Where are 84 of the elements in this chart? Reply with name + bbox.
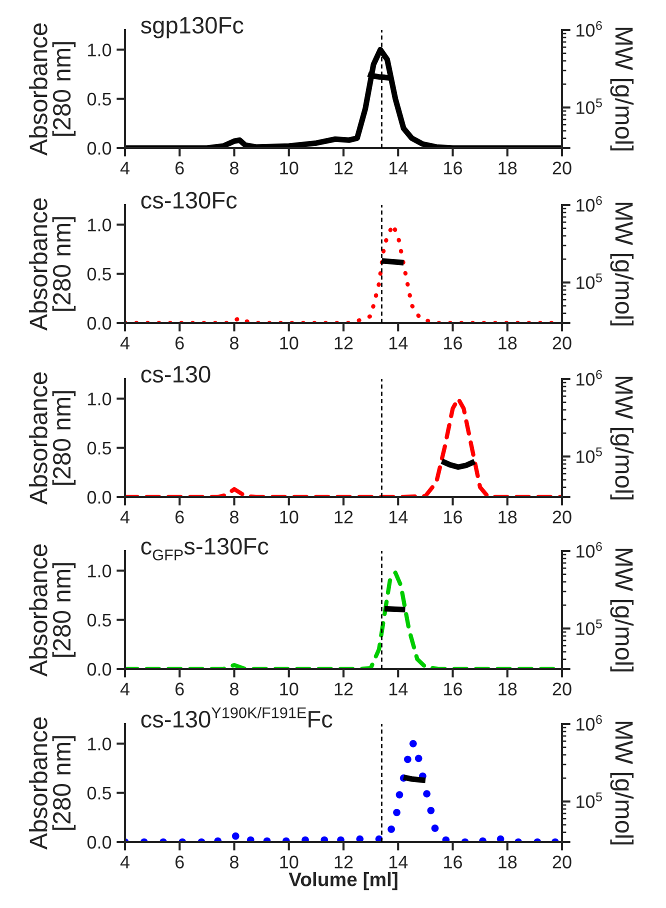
- x-tick-label: 8: [230, 162, 238, 174]
- y-tick-label: 0.5: [87, 92, 112, 106]
- x-tick-label: 20: [552, 162, 572, 174]
- x-tick-label: 6: [176, 336, 184, 350]
- y-tick-label: 1.0: [88, 44, 112, 56]
- x-tick-label: 20: [552, 682, 572, 696]
- y2-tick-label: 10$^{5}$: [576, 274, 602, 290]
- x-tick-label: 14: [389, 336, 408, 350]
- x-tick-label: 14: [389, 510, 408, 524]
- y-axis-title: Absorbance [280 nm]: [28, 23, 76, 156]
- x-tick-label: 8: [230, 682, 238, 696]
- x-tick-label: 6: [176, 856, 184, 868]
- y2-axis-title: MW [g/mol]: [610, 548, 634, 672]
- x-tick-label: 4: [120, 682, 130, 696]
- x-tick-label: 4: [120, 162, 130, 174]
- x-tick-label: 12: [334, 162, 353, 174]
- y2-tick-label: 10$^{5}$: [576, 792, 602, 808]
- x-tick-label: 6: [176, 682, 184, 696]
- x-tick-label: 18: [498, 510, 517, 524]
- x-axis-title: Volume [ml]: [288, 872, 398, 890]
- y-axis-title: Absorbance [280 nm]: [28, 372, 76, 505]
- x-tick-label: 16: [444, 510, 462, 524]
- y-tick-label: 0.0: [87, 662, 112, 676]
- y2-axis-title: MW [g/mol]: [610, 722, 634, 844]
- x-tick-label: 6: [176, 510, 184, 524]
- x-tick-label: 10: [280, 856, 298, 868]
- x-tick-label: 16: [444, 856, 462, 868]
- x-tick-label: 18: [498, 336, 517, 350]
- x-tick-label: 20: [552, 856, 572, 868]
- y2-tick-label: 10$^{5}$: [576, 98, 602, 114]
- x-tick-label: 4: [120, 336, 130, 350]
- y-tick-label: 0.5: [87, 786, 112, 800]
- y2-axis-title: MW [g/mol]: [610, 202, 634, 326]
- y2-tick-label: 10$^{6}$: [576, 370, 602, 386]
- x-tick-label: 16: [444, 682, 462, 696]
- x-tick-label: 14: [389, 856, 408, 868]
- x-tick-label: 18: [498, 162, 517, 174]
- y2-tick-label: 10$^{5}$: [576, 620, 602, 636]
- y2-axis-title: MW [g/mol]: [610, 28, 634, 150]
- x-tick-label: 8: [230, 336, 238, 350]
- y2-tick-label: 10$^{5}$: [576, 448, 602, 464]
- x-tick-label: 6: [176, 162, 184, 174]
- x-tick-label: 18: [498, 682, 517, 696]
- x-tick-label: 20: [552, 336, 572, 350]
- y2-tick-label: 10$^{6}$: [576, 715, 602, 731]
- y2-tick-label: 10$^{6}$: [576, 21, 602, 37]
- y2-tick-label: 10$^{6}$: [576, 542, 602, 558]
- x-tick-label: 16: [444, 336, 462, 350]
- y-axis-title: Absorbance [280 nm]: [28, 717, 76, 850]
- x-tick-label: 10: [280, 162, 298, 174]
- y-tick-label: 1.0: [88, 564, 112, 578]
- x-tick-label: 8: [230, 510, 238, 524]
- y2-axis-title: MW [g/mol]: [610, 376, 634, 500]
- x-tick-label: 4: [120, 510, 130, 524]
- chart-title: cs-130Fc: [141, 192, 237, 209]
- x-tick-label: 10: [280, 510, 298, 524]
- y-axis-title: Absorbance [280 nm]: [28, 544, 76, 677]
- y-tick-label: 0.5: [87, 442, 112, 455]
- x-tick-label: 14: [389, 682, 408, 696]
- x-tick-label: 10: [280, 336, 298, 350]
- x-tick-label: 18: [498, 856, 517, 868]
- x-tick-label: 14: [389, 162, 408, 174]
- y-tick-label: 0.0: [87, 490, 112, 504]
- y-tick-label: 0.0: [87, 142, 112, 155]
- y2-tick-label: 10$^{6}$: [576, 196, 602, 212]
- x-tick-label: 12: [334, 856, 353, 868]
- chart-title: cs-130: [141, 366, 210, 383]
- y-tick-label: 0.0: [87, 316, 112, 330]
- x-tick-label: 12: [334, 510, 353, 524]
- x-tick-label: 12: [334, 336, 353, 350]
- y-tick-label: 1.0: [88, 738, 112, 750]
- x-tick-label: 20: [552, 510, 572, 524]
- x-tick-label: 16: [444, 162, 462, 174]
- y-tick-label: 0.5: [87, 614, 112, 627]
- y-tick-label: 0.5: [87, 268, 112, 281]
- y-axis-title: Absorbance [280 nm]: [28, 198, 76, 331]
- x-tick-label: 10: [280, 682, 298, 696]
- x-tick-label: 4: [120, 856, 130, 868]
- x-tick-label: 12: [334, 682, 353, 696]
- y-tick-label: 1.0: [88, 392, 112, 406]
- y-tick-label: 0.0: [87, 836, 112, 849]
- x-tick-label: 8: [230, 856, 238, 868]
- chart-title: sgp130Fc: [140, 16, 244, 38]
- y-tick-label: 1.0: [88, 218, 112, 232]
